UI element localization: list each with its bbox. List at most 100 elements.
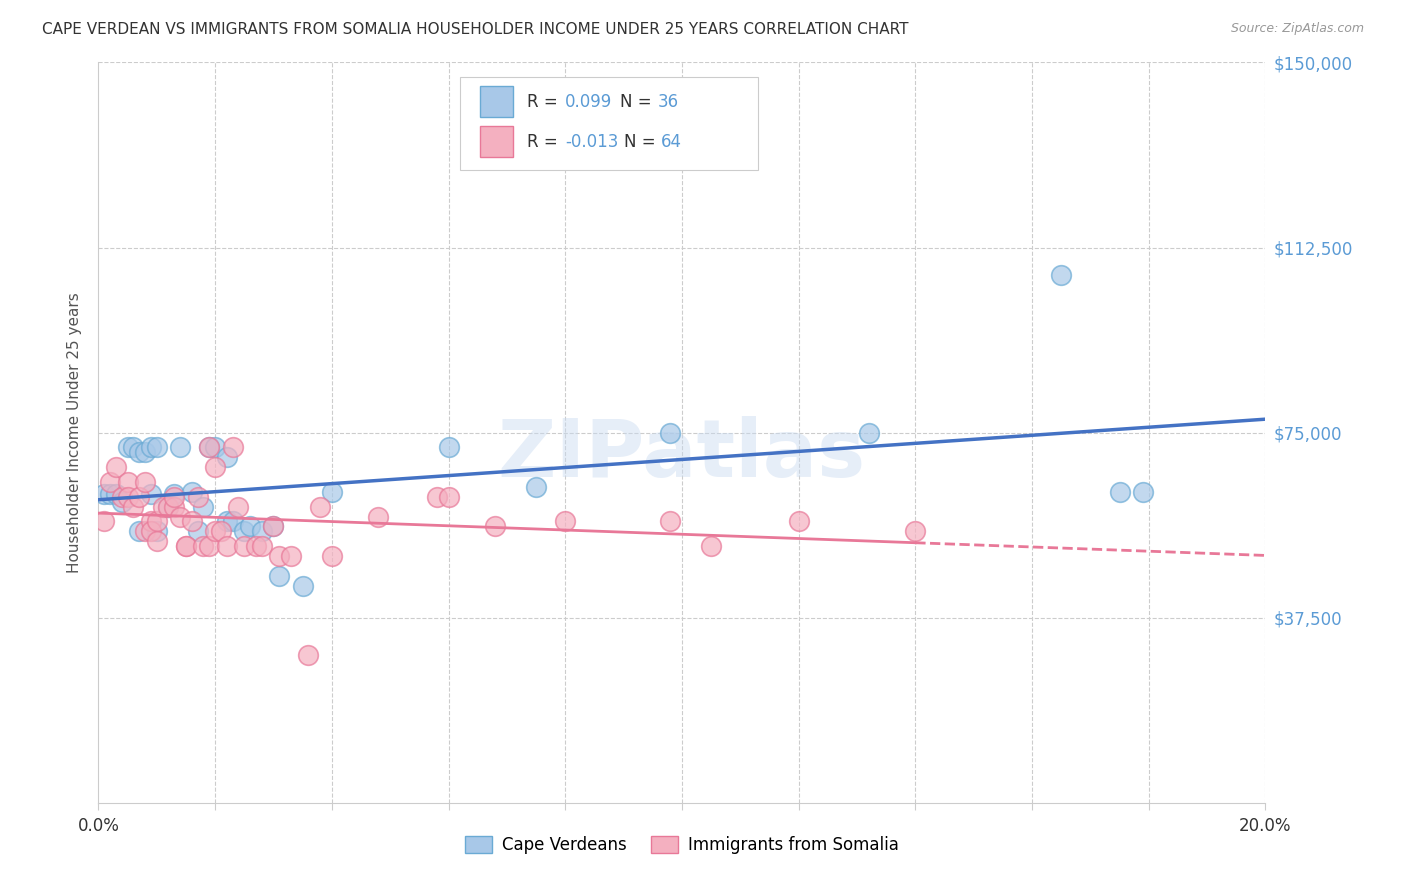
Point bbox=[146, 515, 169, 529]
Point bbox=[122, 500, 145, 514]
Point bbox=[198, 441, 221, 455]
Point bbox=[134, 445, 156, 459]
Point bbox=[146, 524, 169, 539]
Point bbox=[187, 524, 209, 539]
Legend: Cape Verdeans, Immigrants from Somalia: Cape Verdeans, Immigrants from Somalia bbox=[458, 830, 905, 861]
Text: -0.013: -0.013 bbox=[565, 133, 619, 151]
Point bbox=[221, 515, 243, 529]
Point bbox=[134, 475, 156, 489]
Point bbox=[250, 524, 273, 539]
Point bbox=[1108, 484, 1130, 499]
Bar bbox=[479, 126, 513, 157]
Point bbox=[169, 509, 191, 524]
Point bbox=[128, 524, 150, 539]
Point bbox=[321, 484, 343, 499]
Text: ZIPatlas: ZIPatlas bbox=[498, 416, 866, 494]
Point bbox=[157, 500, 180, 514]
Point bbox=[117, 490, 139, 504]
Bar bbox=[479, 87, 513, 117]
Point bbox=[437, 490, 460, 504]
Point bbox=[104, 460, 127, 475]
Point bbox=[700, 539, 723, 553]
Point bbox=[193, 539, 215, 553]
Text: 0.099: 0.099 bbox=[565, 93, 613, 111]
Point bbox=[98, 475, 121, 489]
Point bbox=[204, 460, 226, 475]
Point bbox=[215, 515, 238, 529]
Point bbox=[180, 484, 202, 499]
Text: N =: N = bbox=[620, 93, 657, 111]
Point bbox=[245, 539, 267, 553]
Point bbox=[169, 441, 191, 455]
Point bbox=[262, 519, 284, 533]
Point bbox=[215, 450, 238, 465]
Point bbox=[93, 487, 115, 501]
Point bbox=[128, 490, 150, 504]
Point bbox=[250, 539, 273, 553]
Point bbox=[139, 515, 162, 529]
Point bbox=[146, 534, 169, 549]
Text: R =: R = bbox=[527, 93, 562, 111]
Point bbox=[139, 441, 162, 455]
Point bbox=[193, 500, 215, 514]
Text: 64: 64 bbox=[661, 133, 682, 151]
Point bbox=[484, 519, 506, 533]
Point bbox=[180, 515, 202, 529]
Point bbox=[659, 515, 682, 529]
Text: CAPE VERDEAN VS IMMIGRANTS FROM SOMALIA HOUSEHOLDER INCOME UNDER 25 YEARS CORREL: CAPE VERDEAN VS IMMIGRANTS FROM SOMALIA … bbox=[42, 22, 908, 37]
Point bbox=[187, 490, 209, 504]
Point bbox=[204, 524, 226, 539]
Point bbox=[198, 441, 221, 455]
Point bbox=[1050, 268, 1073, 282]
Text: N =: N = bbox=[624, 133, 661, 151]
FancyBboxPatch shape bbox=[460, 78, 758, 169]
Point bbox=[117, 441, 139, 455]
Point bbox=[228, 500, 250, 514]
Point bbox=[104, 487, 127, 501]
Point bbox=[269, 549, 291, 563]
Point bbox=[321, 549, 343, 563]
Point bbox=[309, 500, 332, 514]
Point bbox=[239, 519, 262, 533]
Point bbox=[174, 539, 197, 553]
Point bbox=[139, 524, 162, 539]
Point bbox=[93, 515, 115, 529]
Text: 36: 36 bbox=[658, 93, 679, 111]
Point bbox=[204, 441, 226, 455]
Point bbox=[554, 515, 576, 529]
Point bbox=[291, 579, 314, 593]
Point bbox=[98, 487, 121, 501]
Point bbox=[787, 515, 810, 529]
Point bbox=[117, 475, 139, 489]
Point bbox=[111, 490, 134, 504]
Point bbox=[233, 524, 256, 539]
Point bbox=[198, 539, 221, 553]
Point bbox=[215, 539, 238, 553]
Point bbox=[280, 549, 302, 563]
Point bbox=[221, 441, 243, 455]
Text: Source: ZipAtlas.com: Source: ZipAtlas.com bbox=[1230, 22, 1364, 36]
Point bbox=[146, 441, 169, 455]
Point bbox=[858, 425, 880, 440]
Point bbox=[426, 490, 449, 504]
Point bbox=[297, 648, 319, 662]
Point bbox=[209, 524, 232, 539]
Point bbox=[659, 425, 682, 440]
Point bbox=[269, 568, 291, 582]
Y-axis label: Householder Income Under 25 years: Householder Income Under 25 years bbox=[67, 293, 83, 573]
Point bbox=[904, 524, 927, 539]
Point bbox=[367, 509, 389, 524]
Point bbox=[174, 539, 197, 553]
Point bbox=[128, 445, 150, 459]
Point bbox=[163, 487, 186, 501]
Point bbox=[524, 480, 547, 494]
Point bbox=[157, 500, 180, 514]
Point bbox=[262, 519, 284, 533]
Point bbox=[122, 441, 145, 455]
Point bbox=[111, 494, 134, 508]
Point bbox=[233, 539, 256, 553]
Point bbox=[1132, 484, 1154, 499]
Point bbox=[134, 524, 156, 539]
Point bbox=[139, 487, 162, 501]
Point bbox=[163, 500, 186, 514]
